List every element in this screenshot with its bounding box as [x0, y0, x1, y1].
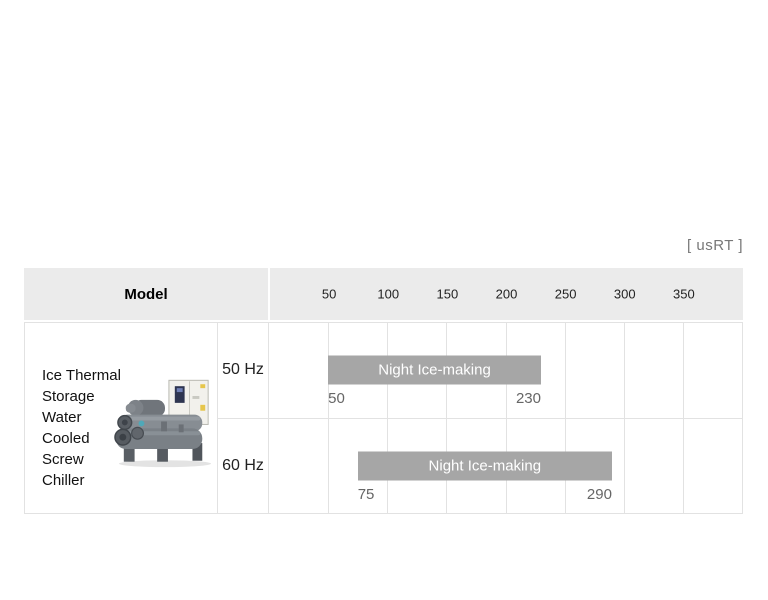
range-bar-label: Night Ice-making	[378, 361, 491, 379]
range-end-value: 230	[515, 390, 541, 408]
axis-tick: 350	[673, 286, 695, 302]
gridline	[623, 323, 625, 418]
axis-tick: 100	[377, 286, 400, 302]
range-values: 75 290	[358, 486, 612, 503]
axis-tick: 150	[436, 286, 459, 302]
chart-row: Night Ice-making 50 230	[269, 323, 742, 418]
chart-row: Night Ice-making 75 290	[269, 418, 742, 513]
range-bar: Night Ice-making	[328, 355, 541, 385]
gridline	[623, 418, 625, 513]
frequency-label: 50 Hz	[218, 323, 269, 418]
gridline	[328, 418, 330, 513]
frequency-rows: 50 Hz Night Ice-making 50 230 60 Hz Night Ice…	[218, 323, 742, 513]
model-name: Ice Thermal Storage Water Cooled Screw C…	[42, 367, 121, 489]
range-end-value: 290	[586, 485, 612, 503]
axis-tick: 200	[495, 286, 518, 302]
axis-tick: 300	[613, 286, 636, 302]
model-header-cell: Model	[24, 268, 268, 320]
range-start-value: 50	[328, 390, 345, 408]
frequency-label: 60 Hz	[218, 418, 269, 513]
range-start-value: 75	[357, 485, 375, 503]
frequency-row: 50 Hz Night Ice-making 50 230	[218, 323, 742, 419]
chiller-illustration	[114, 379, 212, 468]
table-header-row: Model 50 100 150 200 250 300 350	[24, 268, 743, 320]
capacity-table: Model 50 100 150 200 250 300 350 Ice Thermal S…	[24, 268, 743, 514]
unit-label: [ usRT ]	[687, 237, 743, 254]
gridline	[682, 323, 684, 418]
range-bar: Night Ice-making	[357, 451, 612, 481]
scale-header-cell: 50 100 150 200 250 300 350	[270, 268, 743, 320]
chiller-image	[114, 374, 216, 469]
range-values: 50 230	[328, 390, 541, 407]
gridline	[564, 323, 566, 418]
model-header-label: Model	[124, 285, 168, 303]
gridline	[682, 418, 684, 513]
table-body: Ice Thermal Storage Water Cooled Screw C…	[24, 322, 743, 514]
frequency-row: 60 Hz Night Ice-making 75 290	[218, 418, 742, 513]
model-cell: Ice Thermal Storage Water Cooled Screw C…	[25, 323, 218, 513]
axis-tick: 250	[554, 286, 577, 302]
range-bar-label: Night Ice-making	[428, 457, 542, 475]
axis-tick: 50	[321, 286, 337, 302]
